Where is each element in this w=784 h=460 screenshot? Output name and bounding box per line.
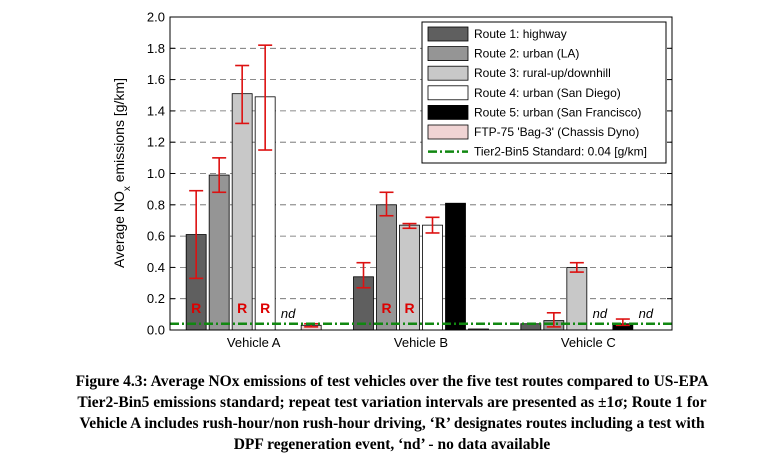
- y-tick-label: 0.8: [147, 197, 165, 212]
- y-axis-label: Average NOx emissions [g/km]: [111, 78, 133, 268]
- gridlines: [170, 47, 672, 300]
- y-tick-label: 0.4: [147, 260, 165, 275]
- regeneration-marker: R: [260, 300, 270, 316]
- legend-label: FTP-75 'Bag-3' (Chassis Dyno): [474, 125, 639, 139]
- y-tick-label: 0.0: [147, 323, 165, 338]
- y-tick-label: 0.6: [147, 229, 165, 244]
- caption-line-2: Tier2-Bin5 emissions standard; repeat te…: [77, 394, 707, 411]
- legend-label: Route 4: urban (San Diego): [474, 86, 621, 100]
- bar: [445, 202, 466, 331]
- y-tick-label: 2.0: [147, 10, 165, 25]
- y-axis-ticks: 0.0 0.2 0.4 0.6 0.8 1.0 1.2 1.4 1.6 1.8 2.0: [147, 10, 672, 338]
- legend-label: Tier2-Bin5 Standard: 0.04 [g/km]: [474, 145, 647, 159]
- y-tick-label: 1.4: [147, 103, 165, 118]
- legend-swatch: [427, 46, 469, 61]
- y-tick-label: 0.2: [147, 291, 165, 306]
- figure-caption: Figure 4.3: Average NOx emissions of tes…: [0, 371, 784, 455]
- regeneration-marker: R: [191, 300, 201, 316]
- x-category-label: Vehicle C: [561, 335, 616, 350]
- no-data-label: nd: [639, 306, 654, 321]
- x-axis-labels: Vehicle A Vehicle B Vehicle C: [227, 335, 616, 350]
- legend-label: Route 1: highway: [474, 27, 567, 41]
- caption-line-4: DPF regeneration event, ‘nd’ - no data a…: [233, 436, 551, 453]
- legend-label: Route 3: rural-up/downhill: [474, 66, 611, 80]
- legend: Route 1: highway Route 2: urban (LA) Route…: [421, 21, 667, 164]
- regeneration-marker: R: [381, 300, 391, 316]
- legend-label: Route 5: urban (San Francisco): [474, 105, 641, 119]
- x-category-label: Vehicle B: [394, 335, 448, 350]
- bar: [231, 93, 253, 331]
- legend-swatch: [427, 65, 469, 81]
- y-tick-label: 1.8: [147, 41, 165, 56]
- bar: [208, 174, 230, 331]
- regeneration-marker: R: [237, 300, 247, 316]
- caption-line-1: Figure 4.3: Average NOx emissions of tes…: [75, 373, 709, 390]
- no-data-label: nd: [593, 306, 608, 321]
- legend-swatch: [427, 85, 469, 101]
- no-data-label: nd: [281, 306, 296, 321]
- caption-line-3: Vehicle A includes rush-hour/non rush-ho…: [79, 415, 705, 432]
- bar: [566, 266, 588, 331]
- legend-swatch: [427, 105, 469, 120]
- y-tick-label: 1.0: [147, 166, 165, 181]
- bar: [422, 224, 443, 331]
- plot-frame: [169, 16, 673, 331]
- regeneration-marker: R: [404, 300, 414, 316]
- x-category-label: Vehicle A: [227, 335, 281, 350]
- y-tick-label: 1.6: [147, 72, 165, 87]
- legend-swatch: [427, 26, 469, 42]
- y-tick-label: 1.2: [147, 135, 165, 150]
- legend-swatch: [427, 124, 469, 140]
- legend-label: Route 2: urban (LA): [474, 47, 579, 61]
